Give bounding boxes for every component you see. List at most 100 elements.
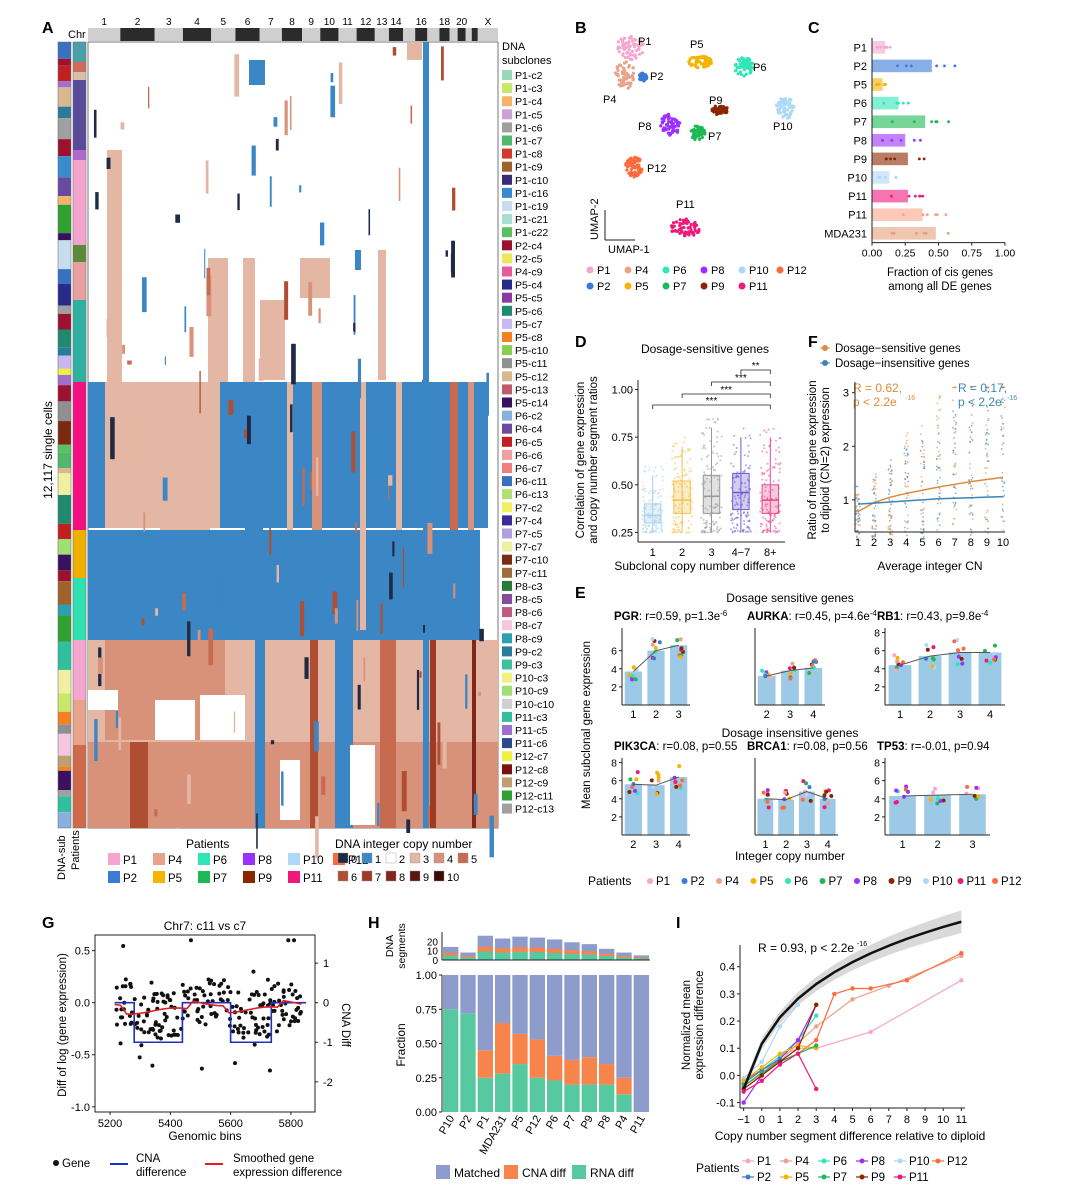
umap-point: [638, 73, 643, 77]
f-point: [952, 473, 955, 476]
umap-point: [659, 124, 663, 128]
umap-legend-label: P11: [749, 281, 768, 293]
g-point: [251, 969, 256, 974]
e-point: [931, 790, 936, 795]
subclone-legend-label: P5-c10: [515, 345, 548, 357]
d-point: [761, 478, 764, 481]
subclone-legend-label: P6-c5: [515, 437, 543, 449]
f-point: [922, 508, 925, 511]
e-bar: [959, 794, 986, 835]
chromosome-tick: 4: [194, 17, 200, 28]
heatmap-stripe: [93, 109, 97, 138]
umap-point: [616, 40, 621, 44]
h-y-tick-label: 0.75: [416, 1004, 437, 1016]
subclone-strip-segment: [58, 581, 71, 605]
i-legend-dot: [859, 1158, 865, 1164]
umap-point: [689, 222, 693, 227]
patient-strip-segment: [73, 262, 86, 300]
d-point: [644, 530, 647, 533]
d-point: [747, 514, 750, 517]
d-point: [687, 527, 690, 530]
subclone-legend-swatch: [502, 371, 512, 382]
f-point: [1001, 503, 1004, 506]
subclone-legend-label: P1-c10: [515, 175, 548, 187]
d-point: [645, 505, 648, 508]
h-stack-segment: [616, 975, 632, 1078]
f-point: [984, 516, 987, 519]
subclone-legend-label: P5-c12: [515, 371, 548, 383]
g-point: [221, 990, 226, 995]
umap-point: [636, 163, 640, 167]
e-point: [894, 788, 899, 793]
umap-point: [700, 135, 704, 140]
d-point: [779, 461, 782, 464]
umap-point: [782, 101, 786, 105]
d-point: [766, 527, 769, 530]
e-legend-label: P7: [829, 876, 843, 888]
f-point: [955, 473, 958, 475]
d-point: [683, 436, 686, 439]
patient-legend-swatch: [153, 853, 165, 865]
f-point: [969, 487, 972, 490]
e-point: [804, 792, 809, 797]
d-point: [673, 519, 676, 522]
h-stack-segment: [443, 1009, 459, 1112]
g-point: [248, 1010, 253, 1015]
umap-y-label: UMAP-2: [589, 198, 601, 240]
e-bar: [948, 652, 972, 705]
umap-point: [637, 47, 641, 51]
h-stack-segment: [564, 1084, 580, 1112]
f-point: [971, 494, 974, 496]
heatmap-stripe: [281, 771, 284, 806]
i-legend-label: P12: [947, 1156, 967, 1168]
d-point: [703, 487, 706, 490]
umap-point: [785, 100, 789, 104]
g-point: [286, 938, 291, 943]
d-point: [654, 517, 657, 520]
f-point: [1000, 447, 1003, 450]
g-point: [201, 1004, 206, 1009]
f-point: [857, 493, 860, 496]
heatmap-stripe: [401, 770, 407, 812]
i-x-tick-label: 7: [886, 1114, 892, 1126]
f-point: [859, 524, 861, 527]
heatmap-stripe: [110, 417, 115, 460]
e-trend-line: [633, 776, 679, 786]
umap-point: [715, 112, 719, 117]
umap-point: [734, 63, 738, 67]
d-point: [730, 528, 733, 531]
patient-strip-segment: [73, 700, 86, 745]
umap-point: [687, 233, 691, 237]
umap-point: [619, 64, 623, 68]
g-point: [135, 1025, 140, 1030]
subclone-strip-segment: [58, 139, 71, 157]
umap-point: [641, 42, 645, 46]
h-top-bar-rna: [477, 951, 493, 960]
f-point: [985, 438, 988, 441]
e-point: [952, 639, 957, 644]
d-point: [658, 491, 661, 494]
d-point: [712, 523, 715, 526]
subclone-legend-label: P7-c5: [515, 529, 543, 541]
f-point: [987, 387, 990, 389]
f-x-tick-label: 6: [935, 537, 941, 549]
umap-point: [662, 116, 666, 120]
d-point: [713, 445, 716, 448]
e-point: [800, 797, 805, 802]
e-stat: : r=0.08, p=0.55: [656, 741, 737, 753]
umap-cluster-p11: [670, 217, 701, 238]
d-point: [729, 519, 732, 522]
f-point: [919, 462, 922, 465]
umap-point: [628, 44, 632, 48]
f-point: [935, 458, 938, 460]
d-point: [746, 512, 749, 515]
e-point: [630, 673, 635, 678]
h-stack-segment: [564, 975, 580, 1060]
subclone-strip-segment: [58, 106, 71, 119]
d-point: [657, 509, 660, 512]
f-point: [954, 428, 957, 430]
f-point: [888, 490, 891, 493]
c-point: [893, 157, 897, 161]
heatmap-stripe: [406, 819, 411, 833]
